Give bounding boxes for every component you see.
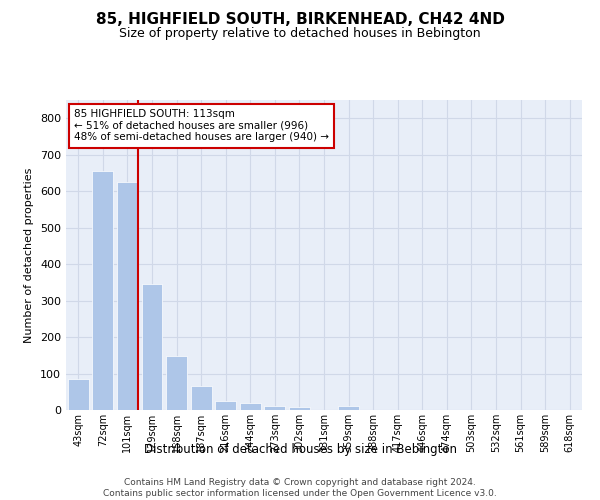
Bar [117, 182, 138, 410]
Bar [166, 356, 187, 410]
Text: 85, HIGHFIELD SOUTH, BIRKENHEAD, CH42 4ND: 85, HIGHFIELD SOUTH, BIRKENHEAD, CH42 4N… [95, 12, 505, 28]
Text: Distribution of detached houses by size in Bebington: Distribution of detached houses by size … [143, 442, 457, 456]
Bar [191, 386, 212, 410]
Bar [265, 406, 286, 410]
Y-axis label: Number of detached properties: Number of detached properties [25, 168, 34, 342]
Text: Size of property relative to detached houses in Bebington: Size of property relative to detached ho… [119, 28, 481, 40]
Text: 85 HIGHFIELD SOUTH: 113sqm
← 51% of detached houses are smaller (996)
48% of sem: 85 HIGHFIELD SOUTH: 113sqm ← 51% of deta… [74, 110, 329, 142]
Text: Contains HM Land Registry data © Crown copyright and database right 2024.
Contai: Contains HM Land Registry data © Crown c… [103, 478, 497, 498]
Bar [142, 284, 163, 410]
Bar [338, 406, 359, 410]
Bar [92, 171, 113, 410]
Bar [68, 379, 89, 410]
Bar [215, 401, 236, 410]
Bar [289, 408, 310, 410]
Bar [240, 404, 261, 410]
